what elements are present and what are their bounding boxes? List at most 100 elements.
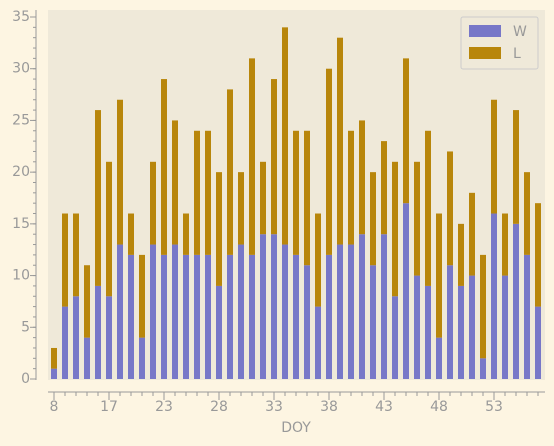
y-tick-label: 15 <box>12 216 30 232</box>
bar-segment <box>161 254 167 379</box>
bar-segment <box>271 234 277 379</box>
bar-segment <box>326 254 332 379</box>
bar-segment <box>128 254 134 379</box>
bar-segment <box>403 58 409 204</box>
bar-segment <box>183 213 189 255</box>
bar-segment <box>249 254 255 379</box>
bar-segment <box>282 27 288 245</box>
bar-segment <box>458 285 464 379</box>
bar-segment <box>150 244 156 379</box>
x-tick-label: 38 <box>320 399 338 415</box>
bar-segment <box>117 99 123 245</box>
bar-segment <box>172 120 178 245</box>
bar-segment <box>491 99 497 214</box>
bar-segment <box>524 254 530 379</box>
bar-segment <box>381 141 387 235</box>
legend-swatch <box>469 47 501 59</box>
bar-segment <box>205 254 211 379</box>
bar-segment <box>95 285 101 379</box>
x-tick-label: 8 <box>50 399 59 415</box>
bar-segment <box>370 265 376 379</box>
bar-segment <box>51 347 57 369</box>
bar-segment <box>502 213 508 276</box>
bar-segment <box>139 254 145 338</box>
bar-segment <box>62 213 68 307</box>
legend-label: W <box>513 24 527 40</box>
bar-segment <box>436 337 442 379</box>
bar-segment <box>161 79 167 255</box>
bar-segment <box>293 254 299 379</box>
bar-segment <box>535 203 541 307</box>
bar-segment <box>249 58 255 255</box>
y-tick-label: 10 <box>12 268 30 284</box>
bar-segment <box>304 265 310 379</box>
bar-segment <box>84 265 90 338</box>
x-tick-label: 43 <box>375 399 393 415</box>
bar-segment <box>260 161 266 235</box>
bar-segment <box>392 161 398 297</box>
bar-segment <box>348 244 354 379</box>
bar-segment <box>469 275 475 379</box>
bar-segment <box>535 306 541 379</box>
bar-segment <box>326 68 332 255</box>
y-tick-label: 25 <box>12 112 30 128</box>
x-tick-label: 48 <box>430 399 448 415</box>
bar-segment <box>183 254 189 379</box>
bar-segment <box>227 89 233 255</box>
bar-segment <box>425 285 431 379</box>
bar-segment <box>524 172 530 255</box>
bar-segment <box>414 275 420 379</box>
bar-segment <box>502 275 508 379</box>
bar-segment <box>403 203 409 379</box>
bar-segment <box>370 172 376 266</box>
bar-segment <box>458 223 464 286</box>
bar-segment <box>172 244 178 379</box>
bar-segment <box>392 296 398 379</box>
y-tick-label: 30 <box>12 61 30 77</box>
bar-segment <box>469 192 475 276</box>
bar-segment <box>513 110 519 224</box>
bar-segment <box>51 368 57 379</box>
bar-segment <box>227 254 233 379</box>
bar-segment <box>194 130 200 255</box>
bar-segment <box>216 172 222 286</box>
y-tick-label: 35 <box>12 9 30 25</box>
bar-segment <box>84 337 90 379</box>
bar-segment <box>447 151 453 266</box>
bar-segment <box>414 161 420 276</box>
bar-segment <box>436 213 442 338</box>
bar-segment <box>337 37 343 245</box>
bar-segment <box>117 244 123 379</box>
bar-segment <box>513 223 519 379</box>
bar-segment <box>216 285 222 379</box>
y-tick-label: 5 <box>21 319 30 335</box>
bar-segment <box>282 244 288 379</box>
legend-swatch <box>469 25 501 37</box>
y-tick-label: 0 <box>21 371 30 387</box>
bar-segment <box>293 130 299 255</box>
bar-segment <box>425 130 431 286</box>
x-axis-label: DOY <box>281 420 311 436</box>
x-tick-label: 33 <box>265 399 283 415</box>
bar-segment <box>304 130 310 266</box>
bar-segment <box>150 161 156 245</box>
y-tick-label: 20 <box>12 164 30 180</box>
bar-segment <box>106 296 112 379</box>
bar-segment <box>106 161 112 297</box>
bar-segment <box>194 254 200 379</box>
bar-segment <box>480 358 486 379</box>
bar-segment <box>359 120 365 235</box>
x-tick-label: 17 <box>100 399 118 415</box>
bar-segment <box>315 306 321 379</box>
bar-segment <box>480 254 486 359</box>
bar-segment <box>381 234 387 379</box>
bar-segment <box>73 213 79 297</box>
bar-segment <box>73 296 79 379</box>
bar-segment <box>315 213 321 307</box>
x-tick-label: 23 <box>155 399 173 415</box>
bar-segment <box>95 110 101 286</box>
bar-segment <box>238 172 244 245</box>
bar-segment <box>260 234 266 379</box>
bar-segment <box>447 265 453 379</box>
bar-segment <box>348 130 354 245</box>
